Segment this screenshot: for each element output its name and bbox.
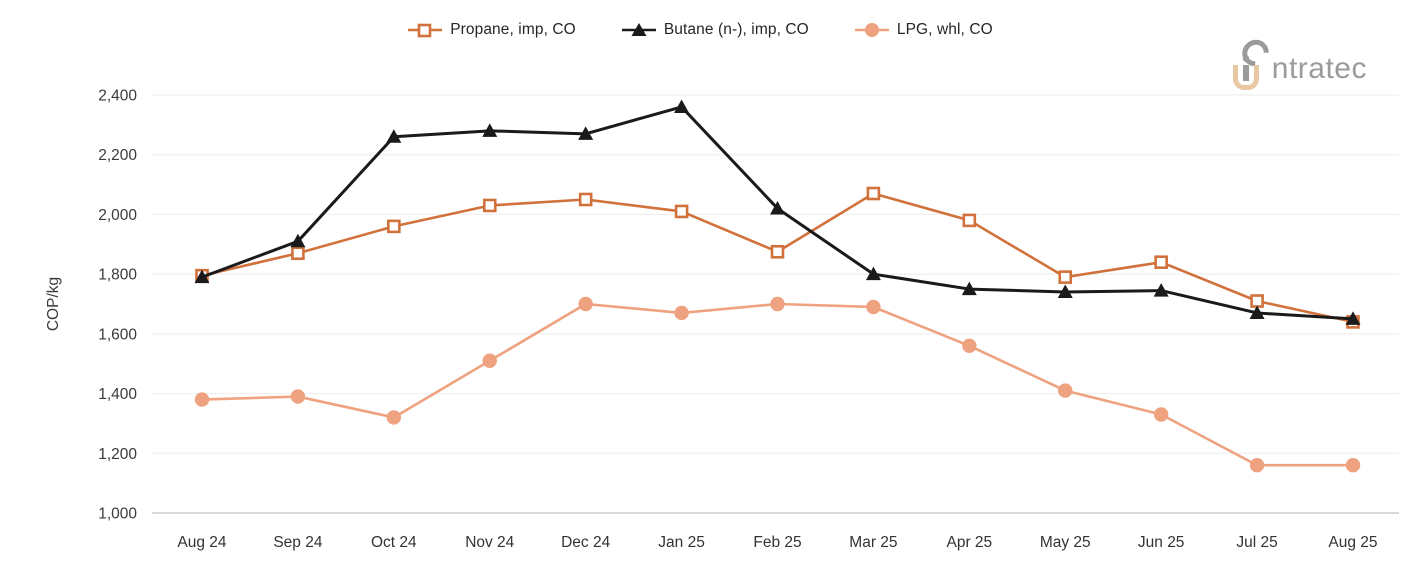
legend-item-propane[interactable]: Propane, imp, CO: [408, 21, 576, 39]
data-point-square: [1058, 270, 1073, 284]
data-point-circle: [1058, 383, 1073, 398]
data-point-circle: [386, 410, 402, 425]
data-point-circle: [866, 299, 881, 315]
intratec-logo-icon: [1232, 34, 1275, 90]
data-point-triangle: [1153, 283, 1169, 297]
data-point-triangle: [290, 233, 306, 248]
x-tick-label: Aug 25: [1328, 534, 1377, 551]
x-tick-label: Jun 25: [1138, 534, 1185, 551]
square-marker-icon: [408, 23, 443, 38]
data-point-triangle: [386, 129, 402, 143]
y-tick-label: 1,200: [98, 446, 137, 463]
x-tick-label: Dec 24: [561, 534, 610, 551]
legend-label-butane: Butane (n-), imp, CO: [663, 21, 809, 38]
data-point-triangle: [194, 269, 210, 284]
data-point-circle: [1153, 407, 1169, 422]
data-point-circle: [1249, 458, 1265, 473]
data-point-triangle: [1057, 284, 1073, 299]
data-point-circle: [290, 389, 306, 404]
y-tick-label: 1,000: [98, 506, 137, 523]
logo-text: ntratec: [1271, 52, 1367, 85]
x-tick-label: Jul 25: [1236, 534, 1277, 551]
x-tick-label: Nov 24: [465, 534, 514, 551]
data-point-triangle: [770, 200, 786, 215]
data-point-circle: [194, 392, 210, 407]
data-point-triangle: [961, 281, 977, 296]
data-point-circle: [482, 353, 497, 368]
x-tick-label: Jan 25: [658, 534, 705, 551]
data-point-square: [674, 204, 689, 219]
data-point-square: [1154, 255, 1168, 270]
triangle-marker-icon: [621, 23, 656, 36]
data-point-square: [1250, 294, 1264, 308]
intratec-logo: ntratec: [1232, 34, 1367, 90]
logo-i-dot: [1242, 55, 1250, 62]
data-point-circle: [962, 338, 977, 353]
y-tick-label: 2,400: [98, 88, 137, 105]
y-tick-label: 1,800: [98, 267, 137, 284]
data-point-square: [770, 244, 785, 259]
x-tick-label: Feb 25: [753, 534, 801, 551]
data-point-triangle: [865, 266, 881, 281]
x-tick-label: Aug 24: [177, 534, 227, 551]
data-point-square: [387, 219, 401, 234]
data-point-square: [291, 246, 305, 261]
logo-u-shape: [1232, 65, 1259, 90]
legend-item-lpg[interactable]: LPG, whl, CO: [854, 21, 993, 39]
series-line-lpg: [200, 302, 1355, 467]
legend: Propane, imp, CO Butane (n-), imp, CO LP…: [0, 18, 1401, 42]
data-point-circle: [674, 305, 689, 321]
legend-item-butane[interactable]: Butane (n-), imp, CO: [621, 21, 809, 39]
data-point-square: [482, 198, 497, 213]
x-tick-label: Sep 24: [273, 534, 323, 551]
data-point-triangle: [674, 99, 690, 113]
legend-label-lpg: LPG, whl, CO: [896, 21, 993, 38]
x-tick-label: May 25: [1040, 534, 1091, 551]
data-point-triangle: [578, 126, 594, 140]
data-point-circle: [578, 296, 593, 312]
data-point-circle: [770, 296, 785, 312]
logo-i-stem: [1243, 65, 1249, 81]
y-tick-label: 2,200: [98, 147, 137, 164]
y-tick-label: 1,400: [98, 386, 137, 403]
data-point-triangle: [1249, 305, 1265, 319]
x-tick-label: Apr 25: [946, 534, 992, 551]
x-tick-label: Mar 25: [849, 534, 897, 551]
y-tick-label: 2,000: [98, 207, 137, 224]
data-point-circle: [1345, 458, 1361, 473]
data-point-triangle: [482, 123, 498, 137]
data-point-triangle: [1345, 311, 1361, 325]
data-point-square: [578, 192, 593, 207]
data-point-square: [962, 213, 977, 228]
circle-marker-icon: [854, 23, 889, 37]
legend-label-propane: Propane, imp, CO: [450, 21, 576, 38]
x-tick-label: Oct 24: [371, 534, 417, 551]
data-point-square: [866, 186, 881, 201]
y-axis-title: COP/kg: [45, 277, 62, 331]
y-tick-label: 1,600: [98, 326, 137, 343]
